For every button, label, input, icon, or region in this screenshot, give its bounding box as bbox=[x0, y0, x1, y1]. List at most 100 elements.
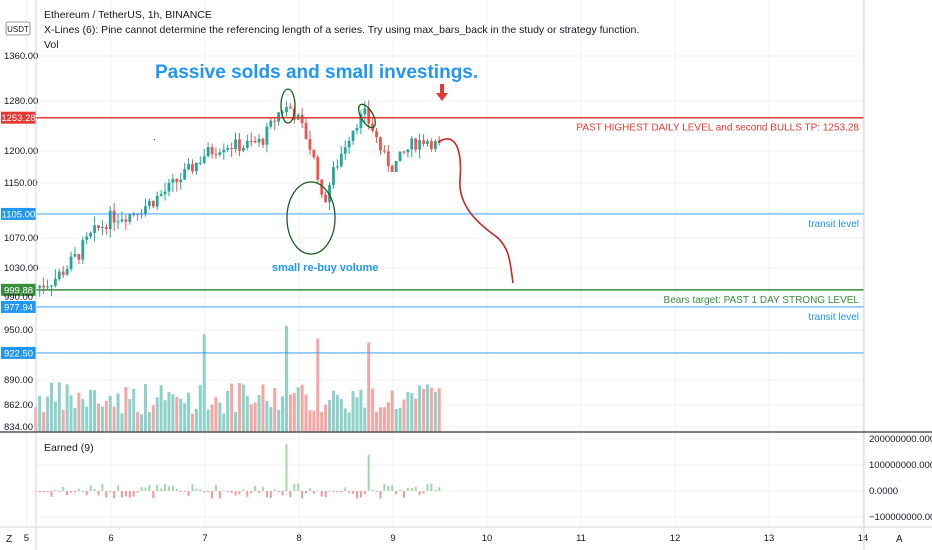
candle-body[interactable] bbox=[112, 210, 116, 223]
candle-body[interactable] bbox=[124, 219, 128, 222]
candle-body[interactable] bbox=[328, 185, 331, 203]
candle-body[interactable] bbox=[144, 206, 147, 214]
time-tick-label[interactable]: 5 bbox=[24, 533, 29, 544]
candle-body[interactable] bbox=[245, 140, 249, 148]
candle-body[interactable] bbox=[324, 194, 328, 203]
candle-body[interactable] bbox=[155, 195, 159, 207]
candle-body[interactable] bbox=[359, 114, 363, 128]
candle-body[interactable] bbox=[183, 169, 187, 180]
candle-body[interactable] bbox=[332, 167, 335, 186]
candle-body[interactable] bbox=[57, 271, 61, 280]
candle-body[interactable] bbox=[273, 120, 277, 122]
candle-body[interactable] bbox=[382, 150, 386, 152]
candle-body[interactable] bbox=[171, 178, 175, 183]
candle-body[interactable] bbox=[167, 182, 171, 192]
candle-body[interactable] bbox=[320, 179, 324, 195]
level-text-label[interactable]: transit level bbox=[808, 219, 859, 230]
time-tick-label[interactable]: 7 bbox=[202, 533, 207, 544]
candle-body[interactable] bbox=[147, 200, 151, 207]
candle-body[interactable] bbox=[132, 213, 136, 215]
candle-body[interactable] bbox=[304, 123, 308, 140]
candle-body[interactable] bbox=[159, 194, 163, 196]
candle-body[interactable] bbox=[308, 139, 312, 150]
time-tick-label[interactable]: 14 bbox=[858, 533, 869, 544]
currency-badge[interactable] bbox=[5, 21, 31, 36]
candle-body[interactable] bbox=[116, 221, 120, 223]
candle-body[interactable] bbox=[93, 225, 96, 233]
time-tick-label[interactable]: 9 bbox=[390, 533, 395, 544]
candle-body[interactable] bbox=[46, 286, 49, 288]
time-tick-label[interactable]: 6 bbox=[108, 533, 113, 544]
candle-body[interactable] bbox=[257, 138, 261, 143]
candle-body[interactable] bbox=[238, 139, 241, 151]
earned-legend[interactable]: Earned (9) bbox=[44, 442, 94, 454]
candle-body[interactable] bbox=[433, 141, 437, 149]
candle-body[interactable] bbox=[375, 130, 378, 138]
goto-date-button[interactable]: Z bbox=[6, 534, 12, 545]
candle-body[interactable] bbox=[285, 107, 288, 113]
price-level-badge[interactable] bbox=[1, 300, 36, 313]
ellipse-drawing-top[interactable] bbox=[280, 88, 296, 124]
candle-body[interactable] bbox=[347, 140, 351, 148]
arrow-down-icon[interactable] bbox=[440, 84, 444, 94]
candle-body[interactable] bbox=[316, 157, 320, 180]
price-level-badge[interactable] bbox=[1, 111, 36, 124]
candle-body[interactable] bbox=[187, 164, 190, 170]
candle-body[interactable] bbox=[218, 152, 222, 155]
candle-body[interactable] bbox=[65, 269, 69, 275]
candle-body[interactable] bbox=[394, 161, 398, 172]
candle-body[interactable] bbox=[426, 141, 429, 145]
level-text-label[interactable]: transit level bbox=[808, 312, 859, 323]
candle-body[interactable] bbox=[222, 149, 226, 153]
candle-body[interactable] bbox=[97, 225, 100, 229]
candle-body[interactable] bbox=[265, 126, 269, 145]
candle-body[interactable] bbox=[234, 139, 237, 149]
candle-body[interactable] bbox=[104, 226, 108, 230]
candle-body[interactable] bbox=[175, 178, 179, 183]
price-level-badge[interactable] bbox=[1, 207, 36, 220]
level-text-label[interactable]: Bears target: PAST 1 DAY STRONG LEVEL bbox=[664, 295, 860, 306]
price-level-badge[interactable] bbox=[1, 283, 36, 296]
time-tick-label[interactable]: 10 bbox=[482, 533, 493, 544]
candle-body[interactable] bbox=[108, 210, 112, 230]
candle-body[interactable] bbox=[38, 285, 42, 288]
candle-body[interactable] bbox=[163, 191, 167, 195]
candle-body[interactable] bbox=[402, 151, 406, 153]
price-level-badge[interactable] bbox=[1, 346, 36, 359]
candle-body[interactable] bbox=[191, 164, 194, 172]
candle-body[interactable] bbox=[406, 149, 410, 153]
candle-body[interactable] bbox=[281, 112, 284, 114]
candle-body[interactable] bbox=[249, 140, 253, 142]
candle-body[interactable] bbox=[210, 147, 214, 155]
time-tick-label[interactable]: 8 bbox=[296, 533, 301, 544]
candle-body[interactable] bbox=[429, 141, 433, 149]
candle-body[interactable] bbox=[422, 140, 425, 145]
candle-body[interactable] bbox=[81, 239, 85, 260]
candle-body[interactable] bbox=[202, 156, 206, 163]
candle-body[interactable] bbox=[61, 271, 65, 275]
candle-body[interactable] bbox=[198, 162, 202, 164]
auto-scale-button[interactable]: A bbox=[896, 534, 903, 545]
candle-body[interactable] bbox=[89, 232, 93, 237]
candle-body[interactable] bbox=[206, 147, 210, 157]
candle-body[interactable] bbox=[42, 285, 46, 288]
candle-body[interactable] bbox=[136, 213, 140, 215]
candle-body[interactable] bbox=[194, 162, 198, 172]
candle-body[interactable] bbox=[77, 254, 81, 260]
candle-body[interactable] bbox=[351, 130, 355, 141]
candle-body[interactable] bbox=[50, 285, 53, 287]
candle-body[interactable] bbox=[355, 127, 359, 131]
candle-body[interactable] bbox=[100, 226, 104, 229]
candle-body[interactable] bbox=[335, 166, 339, 168]
volume-legend[interactable]: Vol bbox=[44, 39, 59, 51]
candle-body[interactable] bbox=[69, 256, 73, 270]
candle-body[interactable] bbox=[379, 137, 382, 151]
candle-body[interactable] bbox=[269, 120, 273, 127]
candle-body[interactable] bbox=[120, 219, 124, 222]
candle-body[interactable] bbox=[179, 179, 183, 183]
candle-body[interactable] bbox=[367, 108, 371, 124]
candle-body[interactable] bbox=[128, 214, 132, 222]
time-tick-label[interactable]: 12 bbox=[670, 533, 681, 544]
